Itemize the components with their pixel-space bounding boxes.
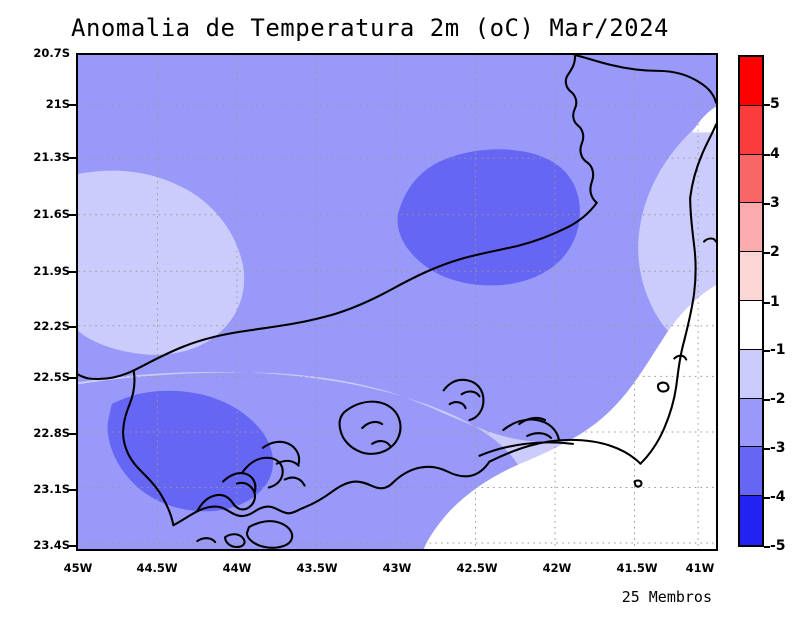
field-band-neutral-ne (692, 55, 716, 133)
y-tick-label: 20.7S (33, 46, 70, 60)
x-tick-label: 43W (382, 561, 412, 575)
colorbar-tick (764, 104, 770, 106)
y-tick-label: 23.1S (33, 482, 70, 496)
ensemble-members-note: 25 Membros (621, 588, 712, 606)
colorbar-label: 4 (770, 146, 780, 162)
colorbar-tick (764, 497, 770, 499)
colorbar-band-2-3 (740, 203, 762, 253)
colorbar-band-1-2 (740, 252, 762, 301)
colorbar-label: -4 (770, 489, 786, 505)
colorbar-band-m5-minus (740, 496, 762, 545)
y-tick-label: 22.5S (33, 370, 70, 384)
y-tick-mark (69, 489, 76, 491)
field-band-neutral-se (423, 285, 716, 549)
colorbar-band-5-plus (740, 57, 762, 106)
y-tick-mark (69, 271, 76, 273)
colorbar[interactable] (738, 55, 764, 547)
map-gridlines (78, 55, 716, 549)
y-tick-mark (69, 214, 76, 216)
colorbar-band-m3-m2 (740, 398, 762, 448)
colorbar-band-m4-m3 (740, 447, 762, 497)
y-tick-mark (69, 545, 76, 547)
x-tick-label: 41.5W (616, 561, 658, 575)
colorbar-band-m2-m1 (740, 349, 762, 399)
field-band-minus4-minus3-core (397, 149, 580, 286)
colorbar-band-neutral (740, 300, 762, 350)
colorbar-band-4-5 (740, 105, 762, 155)
y-tick-mark (69, 157, 76, 159)
field-band-minus4-minus3-sw (107, 390, 274, 512)
colorbar-tick (764, 350, 770, 352)
colorbar-band-3-4 (740, 154, 762, 204)
y-tick-mark (69, 377, 76, 379)
colorbar-tick (764, 399, 770, 401)
x-tick-label: 44W (222, 561, 252, 575)
y-tick-label: 22.8S (33, 426, 70, 440)
colorbar-tick (764, 203, 770, 205)
colorbar-label: 1 (770, 294, 780, 310)
x-tick-label: 43.5W (296, 561, 338, 575)
x-tick-label: 45W (63, 561, 93, 575)
x-tick-label: 41W (685, 561, 715, 575)
colorbar-label: -2 (770, 391, 786, 407)
y-tick-mark (69, 433, 76, 435)
x-tick-label: 42W (542, 561, 572, 575)
colorbar-label: 3 (770, 195, 780, 211)
colorbar-tick (764, 448, 770, 450)
map-plot-area[interactable] (76, 53, 718, 551)
map-canvas (78, 55, 716, 549)
x-tick-label: 44.5W (136, 561, 178, 575)
colorbar-label: 5 (770, 96, 780, 112)
y-tick-label: 21.3S (33, 150, 70, 164)
coastline-and-borders (78, 55, 716, 549)
colorbar-label: -3 (770, 440, 786, 456)
chart-title: Anomalia de Temperatura 2m (oC) Mar/2024 (71, 14, 669, 42)
colorbar-tick (764, 252, 770, 254)
y-tick-label: 23.4S (33, 538, 70, 552)
y-tick-label: 21.6S (33, 207, 70, 221)
x-tick-label: 42.5W (456, 561, 498, 575)
y-tick-mark (69, 326, 76, 328)
colorbar-label: -5 (770, 538, 786, 554)
colorbar-label: 2 (770, 244, 780, 260)
colorbar-tick (764, 546, 770, 548)
y-tick-label: 21S (45, 97, 70, 111)
colorbar-tick (764, 302, 770, 304)
y-tick-label: 22.2S (33, 319, 70, 333)
colorbar-label: -1 (770, 342, 786, 358)
field-band-minus2-minus1-nw (78, 170, 245, 355)
y-tick-label: 21.9S (33, 264, 70, 278)
y-tick-mark (69, 104, 76, 106)
colorbar-tick (764, 154, 770, 156)
map-svg (78, 55, 716, 549)
